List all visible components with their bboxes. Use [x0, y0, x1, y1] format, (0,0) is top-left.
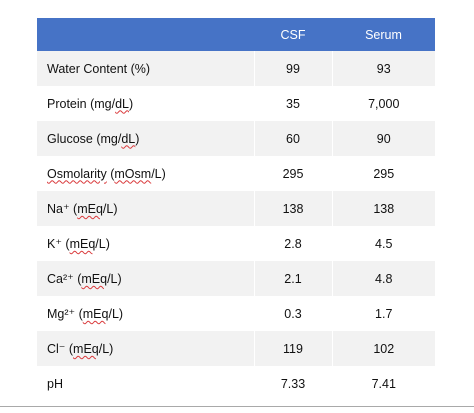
serum-value: 102 [332, 331, 435, 366]
spellcheck-underline: dL [121, 131, 136, 146]
table-row: Protein (mg/dL) 35 7,000 [37, 86, 435, 121]
table-row: K⁺ (mEq/L) 2.8 4.5 [37, 226, 435, 261]
table-row: Water Content (%) 99 93 [37, 51, 435, 86]
row-label: Protein (mg/dL) [37, 86, 254, 121]
csf-value: 99 [253, 51, 333, 86]
serum-value: 7,000 [332, 86, 435, 121]
csf-value: 2.1 [253, 261, 333, 296]
csf-value: 2.8 [253, 226, 333, 261]
row-label: Ca²⁺ (mEq/L) [37, 261, 254, 296]
table-row: pH 7.33 7.41 [37, 366, 435, 401]
spellcheck-underline: dL [115, 96, 129, 111]
spellcheck-underline: mEq [73, 342, 99, 356]
serum-value: 4.8 [332, 261, 435, 296]
table-row: Mg²⁺ (mEq/L) 0.3 1.7 [37, 296, 435, 331]
csf-value: 0.3 [253, 296, 333, 331]
row-label: pH [37, 366, 254, 401]
row-label: Cl⁻ (mEq/L) [37, 331, 254, 366]
serum-value: 138 [332, 191, 435, 226]
table-header-row: CSF Serum [37, 18, 435, 51]
table-row: Ca²⁺ (mEq/L) 2.1 4.8 [37, 261, 435, 296]
csf-value: 35 [253, 86, 333, 121]
spellcheck-underline: mOsm [114, 166, 152, 181]
csf-serum-comparison-table: CSF Serum Water Content (%) 99 93 Protei… [37, 18, 435, 401]
spellcheck-underline: mEq [69, 237, 96, 251]
row-label: Osmolarity (mOsm/L) [37, 156, 254, 191]
header-cell-label [37, 18, 254, 51]
table-row: Osmolarity (mOsm/L) 295 295 [37, 156, 435, 191]
csf-value: 119 [253, 331, 333, 366]
row-label: K⁺ (mEq/L) [37, 226, 254, 261]
serum-value: 90 [332, 121, 435, 156]
row-label: Water Content (%) [37, 51, 254, 86]
header-cell-serum: Serum [332, 18, 435, 51]
serum-value: 295 [332, 156, 435, 191]
csf-value: 138 [253, 191, 333, 226]
csf-value: 295 [253, 156, 333, 191]
spellcheck-underline: Osmolarity [47, 166, 107, 181]
table-row: Na⁺ (mEq/L) 138 138 [37, 191, 435, 226]
row-label: Glucose (mg/dL) [37, 121, 254, 156]
serum-value: 1.7 [332, 296, 435, 331]
serum-value: 93 [332, 51, 435, 86]
bottom-divider [0, 406, 474, 407]
spellcheck-underline: mEq [81, 272, 108, 286]
header-cell-csf: CSF [254, 18, 332, 51]
csf-value: 7.33 [253, 366, 333, 401]
table-row: Cl⁻ (mEq/L) 119 102 [37, 331, 435, 366]
serum-value: 4.5 [332, 226, 435, 261]
spellcheck-underline: mEq [77, 202, 103, 216]
spellcheck-underline: mEq [82, 307, 109, 321]
csf-value: 60 [253, 121, 333, 156]
row-label: Mg²⁺ (mEq/L) [37, 296, 254, 331]
serum-value: 7.41 [332, 366, 435, 401]
row-label: Na⁺ (mEq/L) [37, 191, 254, 226]
table-row: Glucose (mg/dL) 60 90 [37, 121, 435, 156]
